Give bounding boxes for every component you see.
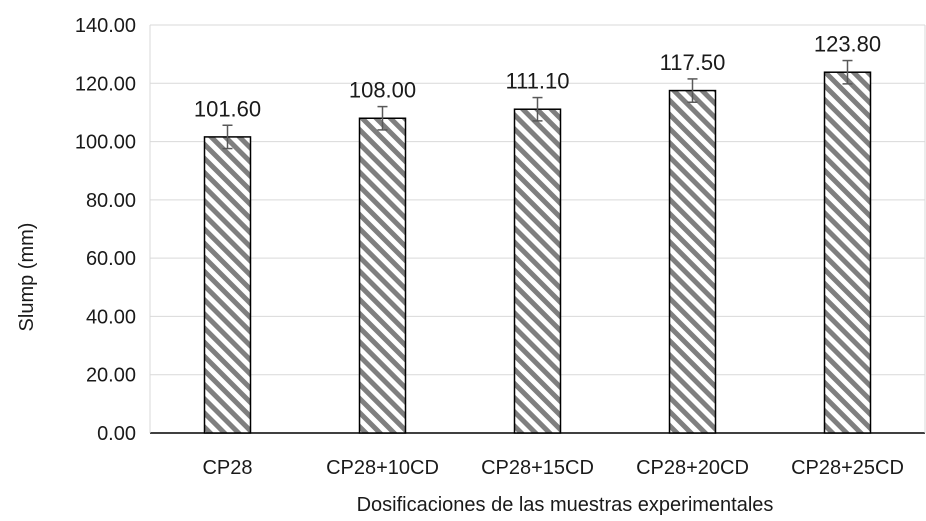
y-tick-label: 20.00 — [86, 365, 136, 387]
data-label: 108.00 — [349, 78, 416, 103]
bar — [823, 71, 872, 434]
y-tick-label: 80.00 — [86, 190, 136, 212]
x-tick-label: CP28+20CD — [636, 457, 749, 479]
y-tick-label: 100.00 — [75, 132, 136, 154]
bar — [203, 136, 252, 434]
y-axis-ticks: 0.00 20.00 40.00 60.00 80.00 100.00 120.00 140.… — [75, 15, 136, 445]
y-tick-label: 0.00 — [97, 423, 136, 445]
y-tick-label: 120.00 — [75, 73, 136, 95]
data-label: 111.10 — [505, 69, 569, 94]
data-label: 117.50 — [660, 50, 726, 75]
y-tick-label: 60.00 — [86, 248, 136, 270]
bars: 101.60 108.00 111.10 117.50 123.80 — [194, 32, 881, 434]
bar — [668, 89, 717, 434]
x-tick-label: CP28+10CD — [326, 457, 439, 479]
y-tick-label: 40.00 — [86, 306, 136, 328]
bar — [358, 117, 407, 434]
x-tick-label: CP28+25CD — [791, 457, 904, 479]
y-axis-title: Slump (mm) — [16, 223, 38, 332]
x-axis-ticks: CP28 CP28+10CD CP28+15CD CP28+20CD CP28+25CD — [202, 457, 903, 479]
x-tick-label: CP28 — [202, 457, 252, 479]
data-label: 123.80 — [814, 32, 881, 57]
data-label: 101.60 — [194, 96, 261, 121]
x-axis-title: Dosificaciones de las muestras experimen… — [357, 494, 774, 516]
y-tick-label: 140.00 — [75, 15, 136, 37]
x-tick-label: CP28+15CD — [481, 457, 594, 479]
bar — [513, 108, 562, 434]
